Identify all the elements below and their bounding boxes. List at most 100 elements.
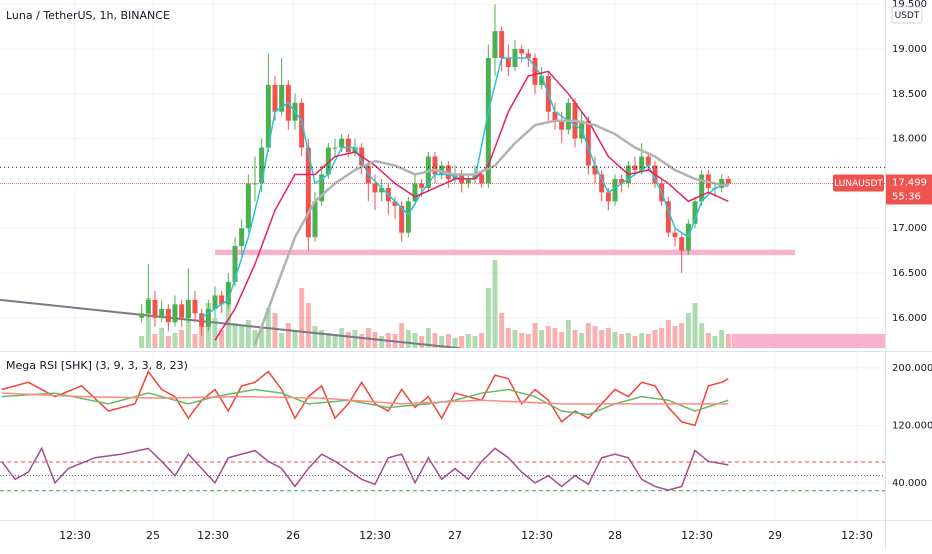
candle-body bbox=[279, 84, 285, 112]
candle-body bbox=[692, 201, 698, 224]
volume-bar bbox=[459, 336, 465, 348]
volume-bar bbox=[539, 330, 545, 348]
volume-bar bbox=[532, 323, 538, 348]
volume-bar bbox=[579, 333, 585, 348]
y-tick-label: 120.000 bbox=[892, 420, 932, 431]
candle-body bbox=[539, 75, 545, 85]
volume-bar bbox=[679, 323, 685, 348]
candle-body bbox=[219, 295, 225, 305]
candle-body bbox=[612, 178, 618, 202]
volume-bar bbox=[292, 330, 298, 348]
volume-bar bbox=[652, 330, 658, 348]
volume-bar bbox=[159, 328, 165, 348]
candle-body bbox=[532, 57, 538, 85]
volume-bar bbox=[245, 320, 251, 348]
volume-bar bbox=[692, 303, 698, 348]
volume-bar bbox=[379, 336, 385, 348]
volume-bar bbox=[445, 334, 451, 348]
x-tick-label: 28 bbox=[608, 529, 622, 542]
candle-body bbox=[699, 174, 705, 202]
candle-body bbox=[552, 111, 558, 121]
candle-body bbox=[639, 156, 645, 170]
volume-bar bbox=[572, 330, 578, 348]
volume-bar bbox=[545, 326, 551, 348]
volume-bar bbox=[212, 318, 218, 348]
indicator-line bbox=[1, 446, 729, 491]
volume-bar bbox=[432, 333, 438, 348]
volume-bar bbox=[285, 323, 291, 348]
volume-bar bbox=[665, 320, 671, 348]
volume-bar bbox=[465, 334, 471, 348]
candle-body bbox=[505, 57, 511, 67]
y-tick-label: 16.500 bbox=[892, 268, 927, 279]
volume-bar bbox=[505, 328, 511, 348]
candle-body bbox=[165, 308, 171, 323]
candle-body bbox=[412, 183, 418, 202]
last-price-box bbox=[886, 174, 932, 205]
candle-body bbox=[679, 237, 685, 251]
x-tick-label: 12:30 bbox=[521, 529, 553, 542]
candle-body bbox=[272, 84, 278, 112]
candle-body bbox=[139, 313, 145, 318]
candle-body bbox=[305, 147, 311, 238]
volume-bar bbox=[512, 330, 518, 348]
volume-bar bbox=[672, 326, 678, 348]
volume-bar bbox=[472, 336, 478, 348]
volume-bar bbox=[712, 336, 718, 348]
candle-body bbox=[479, 174, 485, 184]
y-tick-label: 17.000 bbox=[892, 223, 927, 234]
candle-body bbox=[352, 147, 358, 153]
volume-bar bbox=[219, 330, 225, 348]
x-tick-label: 12:30 bbox=[59, 529, 91, 542]
volume-bar bbox=[305, 303, 311, 348]
volume-bar bbox=[339, 328, 345, 348]
volume-bar bbox=[639, 333, 645, 348]
volume-bar bbox=[605, 328, 611, 348]
x-tick-label: 12:30 bbox=[841, 529, 873, 542]
candle-body bbox=[345, 138, 351, 153]
zone bbox=[731, 333, 885, 348]
candle-body bbox=[499, 31, 505, 58]
volume-bar bbox=[645, 334, 651, 348]
indicator-line bbox=[1, 388, 729, 416]
indicator-line bbox=[1, 370, 729, 427]
volume-bar bbox=[239, 326, 245, 348]
candle-body bbox=[465, 178, 471, 184]
volume-bar bbox=[479, 333, 485, 348]
candle-body bbox=[172, 304, 178, 323]
candle-body bbox=[259, 147, 265, 184]
indicator-line bbox=[214, 70, 729, 341]
volume-bar bbox=[492, 260, 498, 348]
currency-box[interactable] bbox=[891, 6, 923, 24]
volume-bar bbox=[625, 333, 631, 348]
volume-bar bbox=[359, 334, 365, 348]
candle-body bbox=[719, 178, 725, 188]
candle-body bbox=[299, 102, 305, 148]
volume-bar bbox=[152, 334, 158, 348]
volume-bar bbox=[699, 323, 705, 348]
volume-bar bbox=[585, 323, 591, 348]
zone bbox=[215, 249, 795, 256]
volume-bar bbox=[419, 336, 425, 348]
volume-bar bbox=[659, 328, 665, 348]
volume-bar bbox=[705, 333, 711, 348]
y-tick-label: 18.500 bbox=[892, 89, 927, 100]
indicator-line bbox=[1, 392, 729, 405]
candle-body bbox=[379, 187, 385, 193]
candle-body bbox=[485, 57, 491, 184]
volume-bar bbox=[425, 328, 431, 348]
y-tick-label: 200.000 bbox=[892, 363, 932, 374]
volume-bar bbox=[279, 333, 285, 348]
candle-body bbox=[632, 165, 638, 170]
volume-bar bbox=[312, 326, 318, 348]
volume-bar bbox=[179, 330, 185, 348]
volume-bar bbox=[332, 334, 338, 348]
candle-body bbox=[672, 232, 678, 238]
volume-bar bbox=[485, 288, 491, 348]
countdown: 55:36 bbox=[892, 191, 921, 202]
chart-title: Luna / TetherUS, 1h, BINANCE bbox=[6, 9, 170, 22]
volume-bar bbox=[412, 333, 418, 348]
volume-bar bbox=[599, 330, 605, 348]
x-tick-label: 29 bbox=[768, 529, 782, 542]
